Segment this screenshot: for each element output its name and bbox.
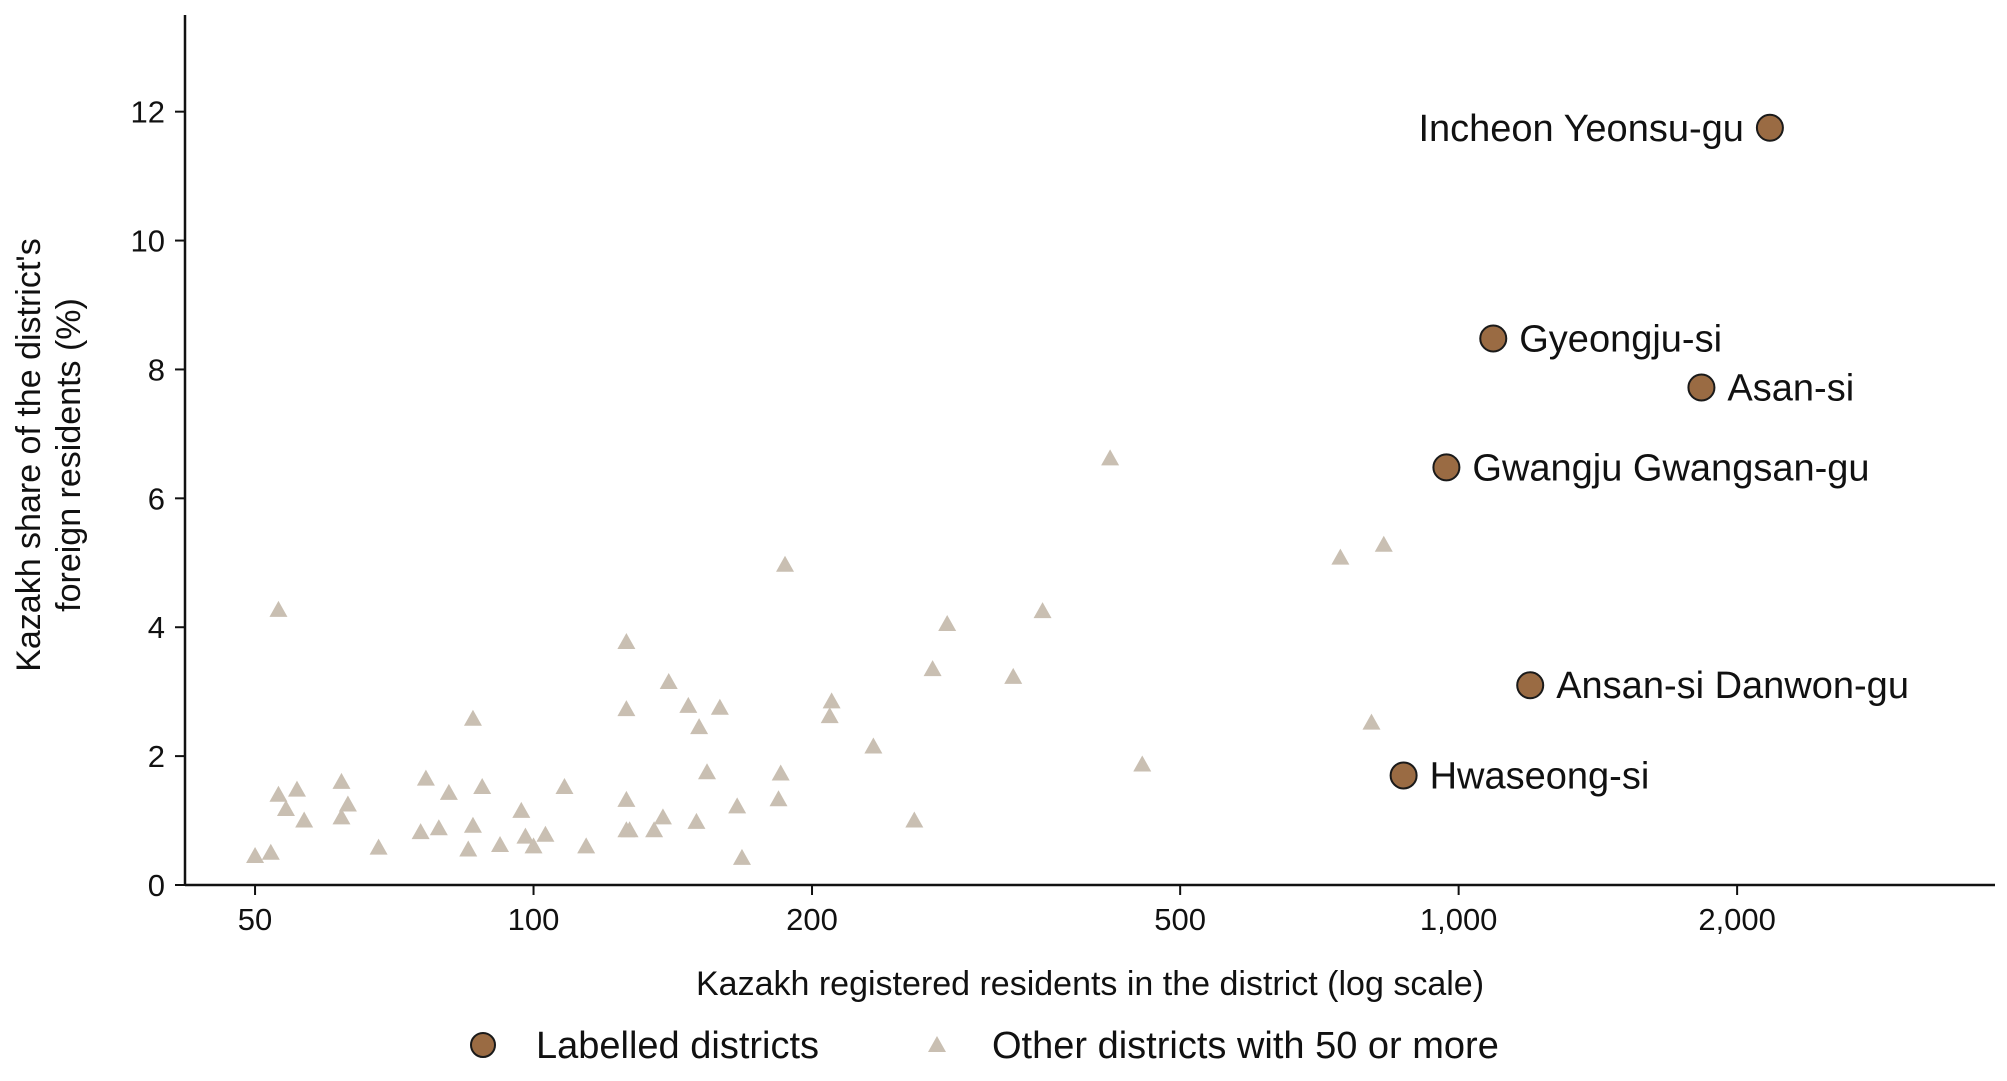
other-district-point [411, 823, 430, 840]
other-district-point [617, 633, 636, 650]
other-district-point [659, 673, 678, 689]
other-district-point [269, 785, 288, 802]
y-tick-label: 8 [148, 352, 165, 387]
labelled-district-label: Ansan-si Danwon-gu [1556, 665, 1909, 707]
other-district-point [536, 825, 555, 842]
other-district-point [276, 799, 295, 816]
other-district-point [1331, 548, 1350, 565]
other-district-point [338, 795, 357, 812]
other-district-point [295, 811, 314, 828]
other-district-point [429, 819, 448, 836]
other-district-point [473, 778, 492, 795]
other-district-point [679, 696, 698, 713]
labelled-district-label: Incheon Yeonsu-gu [1418, 108, 1743, 150]
other-district-point [1033, 602, 1052, 619]
x-tick-label: 100 [508, 902, 560, 937]
y-axis-title-group: Kazakh share of the district's foreign r… [10, 238, 88, 672]
other-district-point [332, 772, 351, 789]
other-district-point [1133, 755, 1152, 772]
y-tick-label: 12 [131, 95, 165, 130]
legend-label-labelled-districts: Labelled districts [536, 1025, 819, 1067]
other-district-point [463, 816, 482, 833]
other-district-point [1362, 713, 1381, 730]
y-tick-label: 2 [148, 739, 165, 774]
other-district-point [617, 700, 636, 717]
y-axis-ticks: 0 2 4 6 8 10 12 [131, 95, 185, 903]
other-district-point [617, 790, 636, 807]
other-district-point [512, 801, 531, 818]
other-district-point [416, 769, 435, 786]
axes [183, 15, 1995, 887]
x-tick-label: 500 [1154, 902, 1206, 937]
legend: Labelled districts Other districts with … [470, 1025, 1499, 1067]
x-tick-label: 50 [238, 902, 272, 937]
x-tick-label: 2,000 [1698, 902, 1776, 937]
other-district-point [1004, 667, 1023, 684]
other-district-point [491, 836, 510, 853]
other-district-point [710, 698, 729, 715]
x-axis-ticks: 50 100 200 500 1,000 2,000 [238, 885, 1776, 937]
other-district-point [690, 718, 709, 735]
other-district-point [1374, 535, 1393, 552]
other-district-point [516, 827, 535, 844]
labelled-district-point [1479, 324, 1508, 353]
labelled-district-label: Hwaseong-si [1430, 755, 1650, 797]
other-district-point [577, 837, 596, 854]
other-district-point [269, 600, 288, 617]
other-district-point [332, 808, 351, 825]
other-district-point [463, 709, 482, 726]
other-district-point [728, 797, 747, 814]
labelled-district-point [1755, 113, 1784, 142]
other-district-point [620, 821, 639, 838]
other-district-point [524, 837, 543, 854]
other-district-point [769, 790, 788, 807]
y-axis-title-line-2: foreign residents (%) [50, 298, 88, 612]
x-axis-title: Kazakh registered residents in the distr… [696, 965, 1484, 1003]
x-tick-label: 1,000 [1420, 902, 1498, 937]
labelled-district-point [1389, 761, 1418, 790]
other-district-point [1101, 449, 1120, 466]
other-district-point [905, 811, 924, 828]
other-district-point [653, 808, 672, 825]
other-district-point [776, 555, 795, 572]
other-district-point [287, 780, 306, 797]
other-district-point [938, 615, 957, 631]
labelled-district-label: Gyeongju-si [1519, 319, 1722, 361]
legend-circle-marker [470, 1032, 496, 1058]
labelled-district-point [1516, 671, 1545, 700]
y-tick-label: 6 [148, 481, 165, 516]
labelled-district-point [1687, 373, 1716, 402]
other-district-point [439, 783, 458, 800]
other-district-point [555, 778, 574, 795]
other-district-point [820, 707, 839, 724]
other-district-point [732, 848, 751, 865]
other-district-point [246, 847, 265, 863]
x-tick-label: 200 [786, 902, 838, 937]
other-districts-series [246, 449, 1393, 865]
other-district-point [261, 843, 280, 860]
legend-triangle-marker [928, 1036, 946, 1052]
y-tick-label: 10 [131, 224, 165, 259]
y-axis-title-line-1: Kazakh share of the district's [10, 238, 48, 672]
other-district-point [687, 812, 706, 829]
y-tick-label: 0 [148, 868, 165, 903]
other-district-point [771, 764, 790, 781]
other-district-point [645, 821, 664, 838]
other-district-point [459, 840, 478, 857]
other-district-point [698, 763, 717, 780]
labelled-district-label: Asan-si [1727, 367, 1854, 409]
other-district-point [369, 838, 388, 855]
other-district-point [864, 737, 883, 754]
other-district-point [822, 692, 841, 709]
labelled-district-label: Gwangju Gwangsan-gu [1472, 447, 1869, 489]
y-tick-label: 4 [148, 610, 165, 645]
other-district-point [923, 660, 942, 677]
labelled-district-point [1432, 453, 1461, 482]
legend-label-other-districts: Other districts with 50 or more [992, 1025, 1499, 1067]
